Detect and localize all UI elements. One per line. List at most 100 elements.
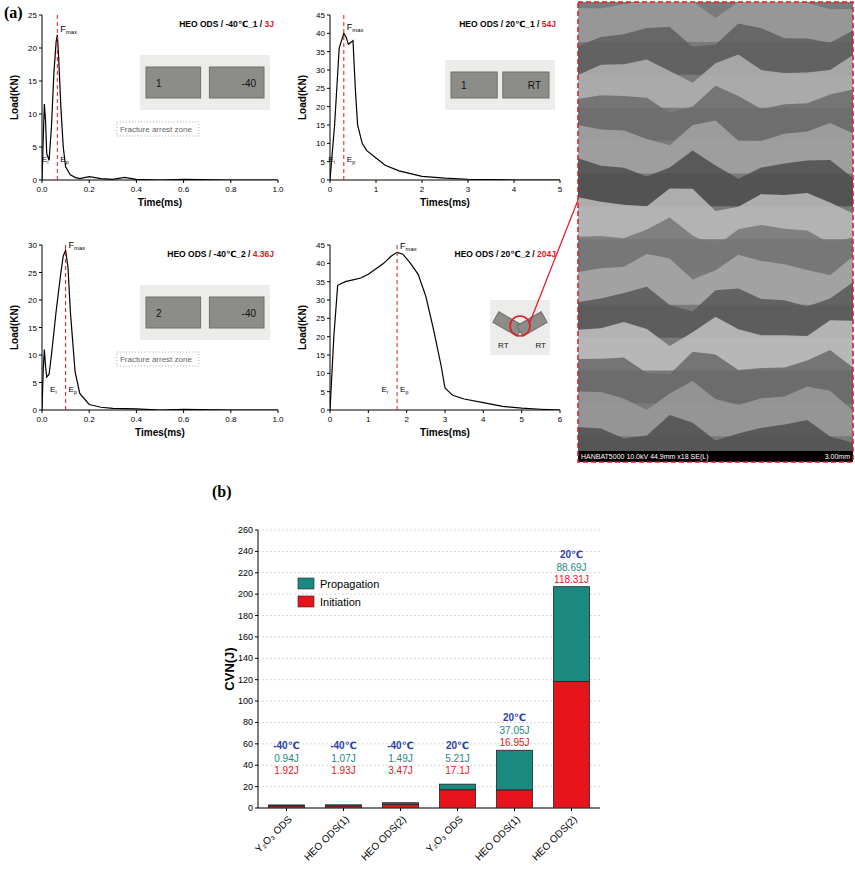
sem-scale: 3.00mm bbox=[825, 453, 850, 460]
y-tick-label: 240 bbox=[238, 546, 253, 556]
chart-title: HEO ODS / -40℃_1 / 3J bbox=[179, 19, 274, 29]
specimen-half bbox=[451, 72, 497, 98]
grid-line bbox=[258, 572, 600, 573]
x-tick bbox=[514, 808, 515, 811]
y-tick bbox=[327, 300, 330, 301]
y-tick bbox=[327, 263, 330, 264]
x-axis-line bbox=[258, 808, 600, 809]
x-tick bbox=[89, 180, 90, 183]
x-tick-label: 0.8 bbox=[225, 185, 237, 194]
y-tick-label: 40 bbox=[243, 760, 253, 770]
chart-title: HEO ODS / -40℃_2 / 4.36J bbox=[167, 249, 274, 259]
specimen-half bbox=[209, 67, 264, 98]
y-tick-label: 0 bbox=[321, 176, 326, 185]
specimen-photo: 2-40 bbox=[140, 285, 270, 340]
x-tick bbox=[368, 410, 369, 413]
x-tick-label: 0.0 bbox=[36, 185, 48, 194]
photo-label: 1 bbox=[156, 78, 162, 89]
sem-background bbox=[578, 2, 853, 462]
photo-label: RT bbox=[528, 80, 541, 91]
sem-caption-bar bbox=[578, 451, 853, 462]
x-tick bbox=[343, 808, 344, 811]
bar-segment bbox=[554, 587, 590, 682]
y-tick-label: 20 bbox=[28, 296, 37, 305]
sem-caption: HANBAT5000 10.0kV 44.9mm x18 SE(L) bbox=[581, 453, 708, 461]
load-time-chart: 2-400510152025300.00.20.40.60.81.0Times(… bbox=[9, 240, 284, 439]
x-tick bbox=[278, 180, 279, 183]
load-curve bbox=[42, 251, 278, 411]
x-tick bbox=[136, 180, 137, 183]
y-tick bbox=[327, 336, 330, 337]
y-tick-label: 25 bbox=[316, 314, 325, 323]
annotation: Fracture arrest zone bbox=[120, 355, 193, 364]
y-tick-label: 20 bbox=[243, 782, 253, 792]
x-tick-label: 0.6 bbox=[178, 415, 190, 424]
x-tick bbox=[400, 808, 401, 811]
y-tick-label: 0 bbox=[321, 406, 326, 415]
y-tick bbox=[327, 15, 330, 16]
y-tick-label: 20 bbox=[316, 333, 325, 342]
x-tick bbox=[560, 180, 561, 183]
y-tick-label: 60 bbox=[243, 739, 253, 749]
fmax-line bbox=[65, 245, 66, 410]
x-tick-label: 0.2 bbox=[84, 415, 96, 424]
y-tick-label: 140 bbox=[238, 653, 253, 663]
grid-line bbox=[258, 658, 600, 659]
temperature-label: 20℃ bbox=[446, 740, 469, 751]
annotation: Ep bbox=[69, 385, 77, 395]
photo-label: 1 bbox=[461, 80, 467, 91]
panel-label: (b) bbox=[212, 483, 232, 501]
x-tick-label: 2 bbox=[404, 415, 409, 424]
data-label: 88.69J bbox=[556, 562, 586, 573]
x-tick bbox=[376, 180, 377, 183]
chart-title: HEO ODS / 20℃_2 / 204J bbox=[455, 249, 557, 259]
specimen-half bbox=[146, 67, 201, 98]
x-tick-label: HEO ODS(2) bbox=[530, 814, 579, 863]
y-tick bbox=[39, 327, 42, 328]
y-tick-label: 35 bbox=[316, 48, 325, 57]
x-axis-label: Times(ms) bbox=[420, 197, 470, 208]
y-tick-label: 40 bbox=[316, 259, 325, 268]
load-time-chart: 1-4005101520250.00.20.40.60.81.0Time(ms)… bbox=[9, 11, 284, 208]
y-tick-label: 25 bbox=[316, 84, 325, 93]
annotation: Ei bbox=[42, 155, 49, 165]
data-label: 1.93J bbox=[331, 765, 355, 776]
arrest-zone-box bbox=[117, 122, 199, 136]
grid-line bbox=[258, 551, 600, 552]
y-tick-label: 25 bbox=[28, 269, 37, 278]
annotation: Ei bbox=[328, 155, 335, 165]
specimen-half bbox=[503, 72, 549, 98]
grid-line bbox=[258, 722, 600, 723]
bar-segment bbox=[440, 784, 476, 790]
data-label: 118.31J bbox=[554, 574, 589, 585]
x-axis-label: Times(ms) bbox=[135, 427, 185, 438]
x-tick-label: 6 bbox=[558, 415, 563, 424]
y-tick-label: 10 bbox=[316, 139, 325, 148]
cvn-bar-chart: 020406080100120140160180200220240260CVN(… bbox=[222, 525, 600, 863]
x-tick-label: 0.6 bbox=[178, 185, 190, 194]
photo-background bbox=[140, 55, 270, 110]
specimen-photo: RTRT bbox=[490, 300, 550, 355]
data-label: 5.21J bbox=[445, 753, 469, 764]
grid-line bbox=[258, 530, 600, 531]
plot-area bbox=[269, 587, 590, 808]
grid-line bbox=[258, 594, 600, 595]
x-tick-label: 3 bbox=[443, 415, 448, 424]
legend-label: Propagation bbox=[320, 578, 379, 590]
x-tick bbox=[89, 410, 90, 413]
y-tick-label: 5 bbox=[321, 388, 326, 397]
y-tick-label: 30 bbox=[316, 66, 325, 75]
sem-band bbox=[578, 218, 853, 273]
sem-texture bbox=[578, 2, 853, 462]
legend-label: Initiation bbox=[320, 596, 361, 608]
temperature-label: -40℃ bbox=[330, 740, 357, 751]
y-tick bbox=[39, 48, 42, 49]
x-tick bbox=[183, 410, 184, 413]
bar-segment bbox=[554, 681, 590, 808]
y-axis-label: Load(KN) bbox=[297, 305, 308, 350]
x-tick bbox=[230, 410, 231, 413]
plot-area bbox=[42, 15, 278, 180]
arrest-zone-box bbox=[117, 352, 199, 366]
x-tick-label: 3 bbox=[466, 185, 471, 194]
y-tick bbox=[327, 281, 330, 282]
